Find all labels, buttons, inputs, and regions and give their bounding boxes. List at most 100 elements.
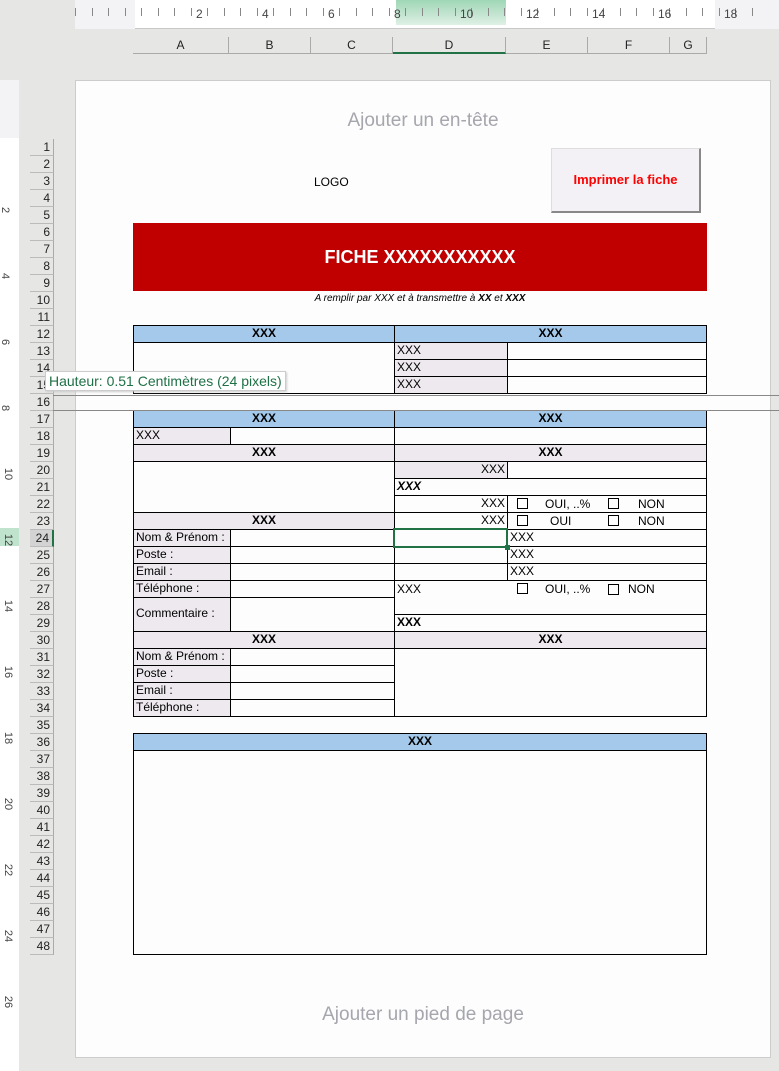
column-header-d[interactable]: D (393, 37, 506, 54)
row-header-21[interactable]: 21 (30, 479, 54, 496)
footer-placeholder[interactable]: Ajouter un pied de page (322, 1004, 524, 1025)
row-header-8[interactable]: 8 (30, 258, 54, 275)
input-cell[interactable] (394, 427, 707, 445)
column-header-g[interactable]: G (670, 37, 707, 54)
row-header-30[interactable]: 30 (30, 632, 54, 649)
row-header-43[interactable]: 43 (30, 853, 54, 870)
input-cell[interactable] (394, 546, 508, 564)
input-nom[interactable] (230, 529, 395, 547)
column-header-e[interactable]: E (506, 37, 588, 54)
input-cell[interactable] (133, 461, 395, 513)
input-telephone[interactable] (230, 699, 395, 717)
row-header-24[interactable]: 24 (30, 530, 54, 547)
row-height-tooltip: Hauteur: 0.51 Centimètres (24 pixels) (45, 371, 286, 391)
row-header-23[interactable]: 23 (30, 513, 54, 530)
input-cell[interactable] (394, 563, 508, 581)
ruler-tick (306, 8, 307, 16)
row-header-45[interactable]: 45 (30, 887, 54, 904)
row-header-41[interactable]: 41 (30, 819, 54, 836)
row-header-4[interactable]: 4 (30, 190, 54, 207)
fill-handle[interactable] (505, 545, 510, 550)
ruler-tick (718, 8, 720, 16)
input-email[interactable] (230, 682, 395, 700)
input-poste[interactable] (230, 665, 395, 683)
row-header-38[interactable]: 38 (30, 768, 54, 785)
checkbox-oui[interactable] (517, 498, 528, 509)
row-header-48[interactable]: 48 (30, 938, 54, 955)
row-header-18[interactable]: 18 (30, 428, 54, 445)
row-header-39[interactable]: 39 (30, 785, 54, 802)
input-cell[interactable] (394, 648, 707, 717)
input-poste[interactable] (230, 546, 395, 564)
row-header-32[interactable]: 32 (30, 666, 54, 683)
input-cell[interactable] (507, 342, 707, 360)
row-header-10[interactable]: 10 (30, 292, 54, 309)
row-header-2[interactable]: 2 (30, 156, 54, 173)
row-header-12[interactable]: 12 (30, 326, 54, 343)
input-cell[interactable] (507, 359, 707, 377)
row-header-42[interactable]: 42 (30, 836, 54, 853)
row-header-11[interactable]: 11 (30, 309, 54, 326)
checkbox-non[interactable] (608, 584, 619, 595)
option-label: OUI, ..% (545, 582, 591, 596)
row-header-13[interactable]: 13 (30, 343, 54, 360)
row-header-1[interactable]: 1 (30, 139, 54, 156)
row-header-35[interactable]: 35 (30, 717, 54, 734)
row-header-46[interactable]: 46 (30, 904, 54, 921)
input-email[interactable] (230, 563, 395, 581)
input-nom[interactable] (230, 648, 395, 666)
row-header-33[interactable]: 33 (30, 683, 54, 700)
row-header-7[interactable]: 7 (30, 241, 54, 258)
row-header-31[interactable]: 31 (30, 649, 54, 666)
row-header-29[interactable]: 29 (30, 615, 54, 632)
row-header-28[interactable]: 28 (30, 598, 54, 615)
row-header-44[interactable]: 44 (30, 870, 54, 887)
checkbox-non[interactable] (608, 498, 619, 509)
option-label: NON (628, 582, 655, 596)
checkbox-oui[interactable] (517, 515, 528, 526)
row-header-6[interactable]: 6 (30, 224, 54, 241)
checkbox-oui[interactable] (517, 583, 528, 594)
row-header-16[interactable]: 16 (30, 394, 54, 411)
row-header-17[interactable]: 17 (30, 411, 54, 428)
comment-area[interactable] (133, 750, 707, 955)
option-label: OUI, ..% (545, 497, 591, 511)
input-commentaire[interactable] (230, 597, 395, 632)
row-header-5[interactable]: 5 (30, 207, 54, 224)
row-header-22[interactable]: 22 (30, 496, 54, 513)
input-telephone[interactable] (230, 580, 395, 598)
subtitle-recipient-1: XX (478, 293, 492, 304)
checkbox-non[interactable] (608, 515, 619, 526)
column-header-f[interactable]: F (588, 37, 670, 54)
header-placeholder[interactable]: Ajouter un en-tête (347, 110, 499, 131)
ruler-tick (619, 8, 621, 16)
row-header-3[interactable]: 3 (30, 173, 54, 190)
row-header-47[interactable]: 47 (30, 921, 54, 938)
ruler-tick (108, 8, 109, 16)
row-header-40[interactable]: 40 (30, 802, 54, 819)
label-telephone: Téléphone : (133, 699, 231, 717)
column-header-b[interactable]: B (229, 37, 311, 54)
row-header-36[interactable]: 36 (30, 734, 54, 751)
row-header-34[interactable]: 34 (30, 700, 54, 717)
input-cell[interactable] (507, 461, 707, 479)
print-button[interactable]: Imprimer la fiche (551, 148, 701, 213)
input-cell[interactable] (230, 427, 395, 445)
column-header-a[interactable]: A (133, 37, 229, 54)
row-header-25[interactable]: 25 (30, 547, 54, 564)
ruler-tick (454, 8, 456, 16)
row-header-37[interactable]: 37 (30, 751, 54, 768)
subsection-header: XXX (133, 631, 395, 649)
ruler-tick (91, 8, 93, 16)
ruler-margin-left (75, 0, 135, 29)
column-header-c[interactable]: C (311, 37, 393, 54)
input-cell[interactable] (507, 376, 707, 394)
selected-cell[interactable] (393, 528, 508, 548)
row-header-20[interactable]: 20 (30, 462, 54, 479)
row-header-27[interactable]: 27 (30, 581, 54, 598)
row-header-9[interactable]: 9 (30, 275, 54, 292)
subsection-header: XXX (133, 444, 395, 462)
row-header-26[interactable]: 26 (30, 564, 54, 581)
label-commentaire: Commentaire : (133, 597, 231, 632)
row-header-19[interactable]: 19 (30, 445, 54, 462)
